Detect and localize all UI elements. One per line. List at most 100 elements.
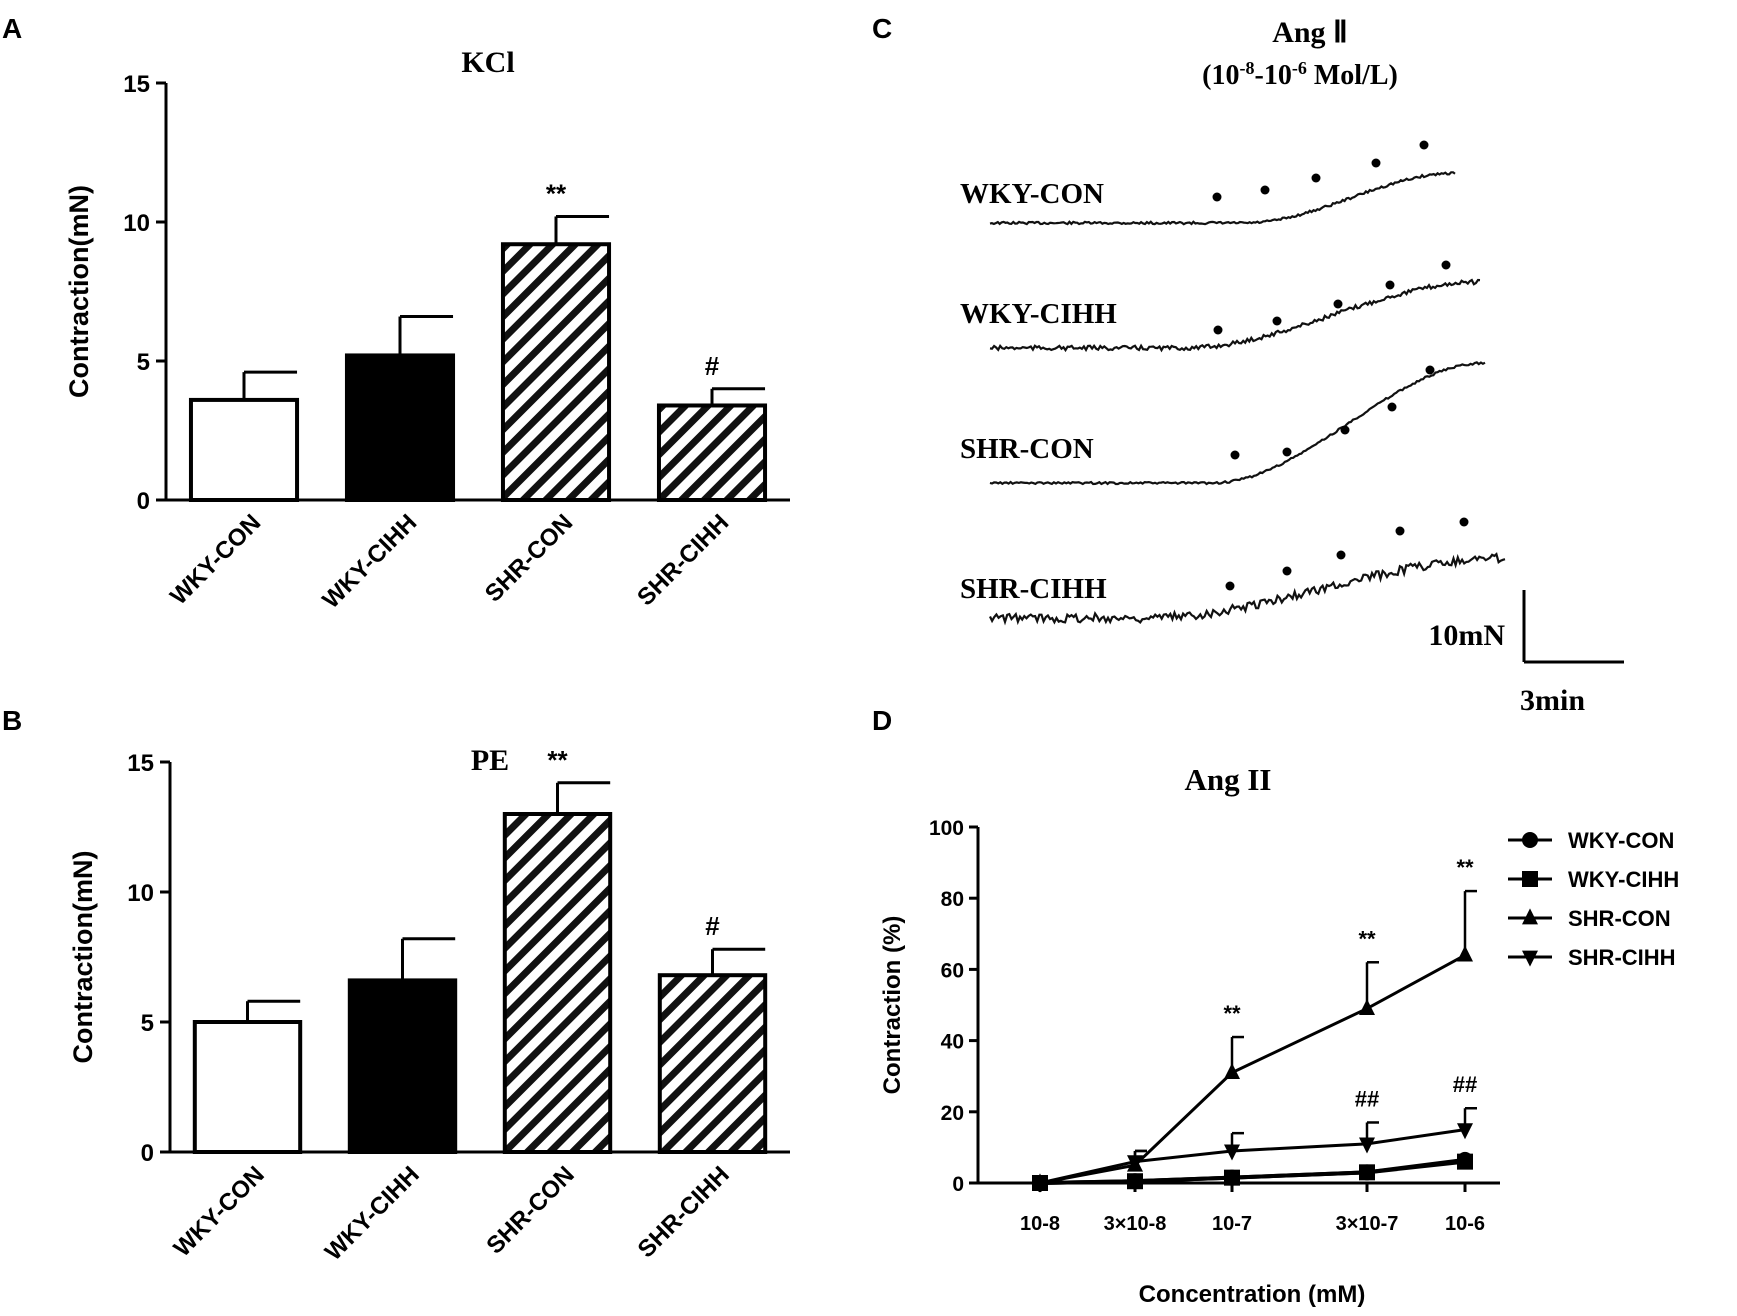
force-trace <box>989 361 1486 486</box>
panel-c-traces: Ang Ⅱ (10-8-10-6 Mol/L) WKY-CON WKY-CIHH S… <box>960 16 1624 717</box>
panel-label-b: B <box>2 705 22 736</box>
chart-title: Ang II <box>1184 762 1271 797</box>
marker-triangle-down <box>1127 1155 1143 1172</box>
category-label: WKY-CON <box>165 509 266 610</box>
series-shr-cihh: SHR-CIHH <box>1032 945 1676 1193</box>
y-tick-label: 20 <box>941 1102 964 1125</box>
force-trace <box>989 552 1506 626</box>
chart-title: PE <box>471 744 509 777</box>
trace-label: WKY-CIHH <box>960 298 1117 330</box>
panel-b-bar-chart: 0 5 10 15 Contraction(mN) PE WKY-CON WKY-CIHH **… <box>68 744 790 1266</box>
bar-shr-con <box>500 242 612 502</box>
y-tick-label: 0 <box>141 1140 154 1167</box>
bar-wky-con <box>188 397 300 503</box>
y-tick-label: 40 <box>941 1031 964 1054</box>
y-tick-label: 10 <box>127 880 154 907</box>
dose-dot <box>1272 316 1282 326</box>
significance-mark: ** <box>1223 1001 1241 1026</box>
significance-mark: ** <box>1358 926 1376 951</box>
dose-dot <box>1419 140 1429 150</box>
dose-dot <box>1459 517 1469 527</box>
marker-square <box>1359 1164 1375 1181</box>
significance-mark: ## <box>1453 1072 1477 1097</box>
dose-dot <box>1387 402 1397 412</box>
y-tick-label: 80 <box>941 888 964 911</box>
significance-mark: # <box>705 351 720 381</box>
bar-wky-con <box>192 1020 303 1154</box>
category-label: WKY-CON <box>169 1161 270 1262</box>
dose-dot <box>1425 365 1435 375</box>
marker-triangle-up <box>1359 998 1375 1015</box>
marker-triangle-up <box>1522 908 1538 925</box>
trace-label: SHR-CON <box>960 433 1094 465</box>
significance-mark: ** <box>547 745 568 775</box>
marker-circle <box>1522 832 1538 848</box>
marker-triangle-down <box>1359 1137 1375 1154</box>
trace-label: SHR-CIHH <box>960 573 1107 605</box>
significance-mark: ** <box>1456 855 1474 880</box>
dose-dot <box>1333 299 1343 309</box>
category-label: SHR-CIHH <box>633 1161 735 1263</box>
panel-label-c: C <box>872 13 892 44</box>
dose-dot <box>1385 280 1395 290</box>
legend-label: SHR-CIHH <box>1568 945 1676 970</box>
dose-dot <box>1395 526 1405 536</box>
marker-triangle-down <box>1457 1123 1473 1140</box>
dose-dot <box>1225 581 1235 591</box>
x-tick-label: 10-8 <box>1020 1213 1060 1235</box>
dose-dot <box>1336 550 1346 560</box>
x-tick-label: 3×10-7 <box>1336 1213 1399 1235</box>
y-tick-label: 0 <box>137 488 150 515</box>
dose-dot <box>1282 566 1292 576</box>
dose-dot <box>1441 260 1451 270</box>
significance-mark: ** <box>546 178 567 208</box>
bar-shr-con <box>502 812 613 1154</box>
y-tick-label: 10 <box>123 210 150 237</box>
y-tick-label: 60 <box>941 959 964 982</box>
legend-label: SHR-CON <box>1568 906 1671 931</box>
bar-wky-cihh <box>347 978 458 1155</box>
x-tick-label: 10-7 <box>1212 1213 1252 1235</box>
bar-wky-cihh <box>344 353 456 502</box>
y-tick-label: 15 <box>123 71 150 98</box>
marker-square <box>1522 871 1538 887</box>
dose-dot <box>1311 173 1321 183</box>
panel-d-line-chart: 0 20 40 60 80 100 10-8 3×10-8 10-7 3×10-7 10-6 Conc… <box>879 762 1679 1308</box>
series-wky-cihh: WKY-CIHH <box>1032 867 1679 1191</box>
dose-dot <box>1282 447 1292 457</box>
x-axis-label: Concentration (mM) <box>1139 1281 1366 1308</box>
series-shr-con: SHR-CON <box>1032 889 1671 1190</box>
force-trace <box>989 278 1481 353</box>
marker-triangle-down <box>1224 1144 1240 1161</box>
y-axis-label: Contraction(mN) <box>68 851 98 1064</box>
panel-a-bar-chart: 0 5 10 15 Contraction(mN) KCl WKY-CON WKY-CIHH *… <box>64 46 790 614</box>
marker-triangle-down <box>1522 950 1538 967</box>
x-tick-label: 10-6 <box>1445 1213 1485 1235</box>
significance-mark: ## <box>1355 1086 1379 1111</box>
legend-label: WKY-CIHH <box>1568 867 1679 892</box>
panel-c-title: Ang Ⅱ <box>1272 16 1348 49</box>
category-label: SHR-CON <box>481 1161 579 1259</box>
category-label: SHR-CON <box>480 509 578 607</box>
panel-label-d: D <box>872 705 892 736</box>
chart-title: KCl <box>461 46 514 79</box>
dose-dot <box>1260 185 1270 195</box>
panel-label-a: A <box>2 13 22 44</box>
marker-triangle-down <box>1032 1176 1048 1193</box>
marker-triangle-up <box>1224 1063 1240 1080</box>
category-label: SHR-CIHH <box>632 509 734 611</box>
significance-mark: # <box>705 911 720 941</box>
y-tick-label: 100 <box>929 817 964 840</box>
y-axis-label: Contraction(mN) <box>64 185 94 398</box>
legend-label: WKY-CON <box>1568 828 1674 853</box>
marker-square <box>1224 1169 1240 1186</box>
scale-bar-force-label: 10mN <box>1428 619 1505 652</box>
y-axis-label: Contraction (%) <box>879 916 906 1095</box>
dose-dot <box>1371 158 1381 168</box>
bar-shr-cihh <box>656 403 768 503</box>
dose-dot <box>1213 325 1223 335</box>
category-label: WKY-CIHH <box>317 509 422 614</box>
panel-c-subtitle: (10-8-10-6 Mol/L) <box>1202 58 1398 91</box>
scale-bar-time-label: 3min <box>1520 684 1585 717</box>
